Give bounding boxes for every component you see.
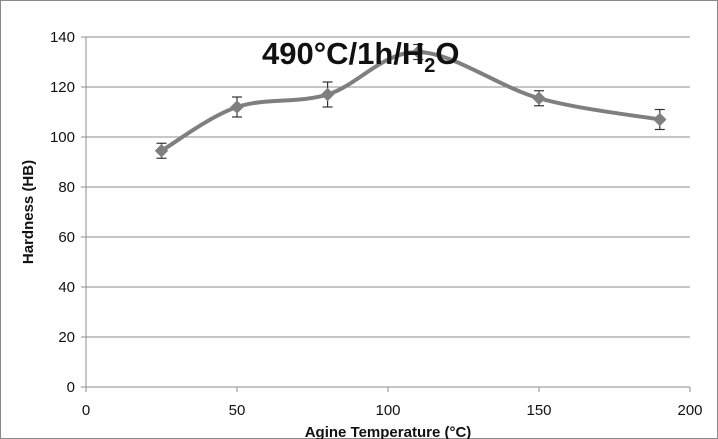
data-point-4 bbox=[532, 91, 546, 105]
x-tick-label-0: 0 bbox=[82, 402, 90, 419]
data-series bbox=[154, 43, 667, 159]
y-tick-label-40: 40 bbox=[58, 279, 75, 296]
data-point-1 bbox=[230, 100, 244, 114]
chart-title-subscript: 2 bbox=[424, 55, 435, 77]
y-tick-label-120: 120 bbox=[50, 79, 75, 96]
y-tick-label-60: 60 bbox=[58, 229, 75, 246]
axes bbox=[81, 36, 691, 392]
data-point-2 bbox=[320, 87, 335, 102]
y-tick-label-20: 20 bbox=[58, 329, 75, 346]
y-tick-labels: 0 20 40 60 80 100 120 140 bbox=[50, 29, 75, 396]
gridlines bbox=[86, 36, 690, 338]
data-point-3 bbox=[411, 45, 425, 59]
x-tick-label-150: 150 bbox=[526, 402, 551, 419]
y-axis-title: Hardness (HB) bbox=[20, 160, 37, 264]
y-tick-label-0: 0 bbox=[67, 379, 75, 396]
x-axis-title: Agine Temperature (°C) bbox=[305, 424, 472, 439]
y-tick-label-80: 80 bbox=[58, 179, 75, 196]
chart-title-main: 490°C/1h/H bbox=[262, 36, 424, 71]
data-point-5 bbox=[653, 112, 667, 127]
x-tick-label-200: 200 bbox=[677, 402, 702, 419]
y-tick-label-100: 100 bbox=[50, 129, 75, 146]
chart-title-suffix: O bbox=[435, 36, 459, 71]
x-tick-label-50: 50 bbox=[229, 402, 246, 419]
x-tick-label-100: 100 bbox=[375, 402, 400, 419]
data-point-0 bbox=[154, 144, 169, 158]
chart-title: 490°C/1h/H2O bbox=[262, 36, 460, 77]
y-tick-label-140: 140 bbox=[50, 29, 75, 46]
x-tick-labels: 0 50 100 150 200 bbox=[82, 402, 703, 419]
